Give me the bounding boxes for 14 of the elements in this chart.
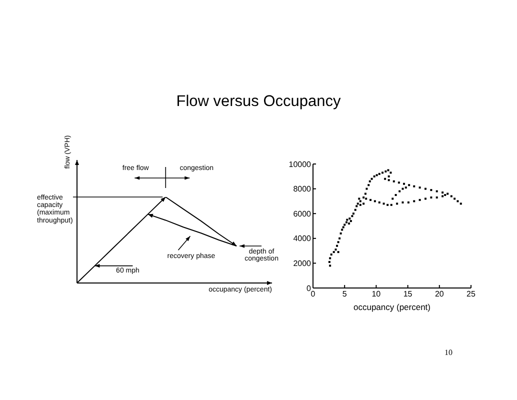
x-tick-label: 5	[342, 290, 348, 299]
chart-title: Flow versus Occupancy	[176, 93, 341, 110]
y-tick-label: 2000	[293, 259, 312, 268]
y-tick-label: 8000	[293, 184, 312, 194]
y-tick-label: 4000	[293, 234, 312, 244]
y-tick-label: 0	[306, 284, 312, 293]
y-tick-label: 10000	[288, 160, 312, 169]
x-tick-label: 20	[434, 290, 444, 299]
y-tick-label: 6000	[293, 209, 312, 218]
x-tick-label: 15	[403, 290, 413, 299]
x-tick-label: 10	[372, 290, 382, 299]
x-tick-label: 25	[466, 290, 476, 299]
text: 10	[444, 348, 452, 357]
x-axis-title: occupancy (percent)	[353, 302, 431, 312]
